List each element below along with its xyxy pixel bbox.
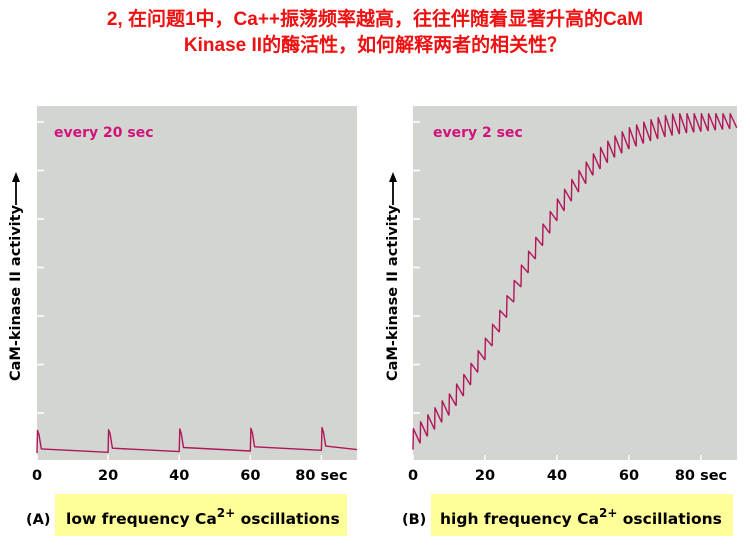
activity-trace: [412, 113, 738, 450]
panel-label: (A): [26, 512, 50, 528]
chart-annotation: every 2 sec: [433, 125, 523, 141]
x-tick-label: 20: [475, 468, 495, 484]
caption-text: low frequency Ca2+ oscillations: [66, 506, 340, 528]
chart-panel-a: 0 20 40 60 80 sec CaM-kinase II activity every…: [8, 106, 358, 536]
plot-background: [413, 106, 737, 460]
activity-trace: [36, 426, 358, 454]
x-tick-label: 0: [32, 468, 42, 484]
slide-title: 2, 在问题1中，Ca++振荡频率越高，往往伴随着显著升高的CaM Kinase…: [0, 7, 750, 59]
y-axis-label: CaM-kinase II activity: [8, 204, 24, 381]
y-axis-label: CaM-kinase II activity: [385, 204, 401, 381]
y-axis-arrow-head: [389, 172, 397, 182]
slide-title-line-2: Kinase II的酶活性，如何解释两者的相关性？: [183, 35, 567, 56]
x-tick-label: 80 sec: [675, 468, 727, 484]
x-tick-label: 60: [240, 468, 260, 484]
caption-box: [431, 494, 733, 536]
chart-panel-b: 0 20 40 60 80 sec CaM-kinase II activity every…: [385, 106, 738, 536]
x-tick-label: 80 sec: [295, 468, 347, 484]
slide-title-line-1: 2, 在问题1中，Ca++振荡频率越高，往往伴随着显著升高的CaM: [106, 9, 644, 30]
caption-text: high frequency Ca2+ oscillations: [440, 506, 722, 528]
x-tick-label: 0: [408, 468, 418, 484]
x-tick-label: 40: [169, 468, 189, 484]
x-tick-label: 60: [619, 468, 639, 484]
panel-label: (B): [402, 512, 426, 528]
y-axis-arrow-head: [12, 172, 20, 182]
caption-box: [55, 494, 347, 536]
plot-background: [37, 106, 357, 460]
x-tick-label: 20: [98, 468, 118, 484]
x-tick-label: 40: [547, 468, 567, 484]
chart-annotation: every 20 sec: [54, 125, 154, 141]
